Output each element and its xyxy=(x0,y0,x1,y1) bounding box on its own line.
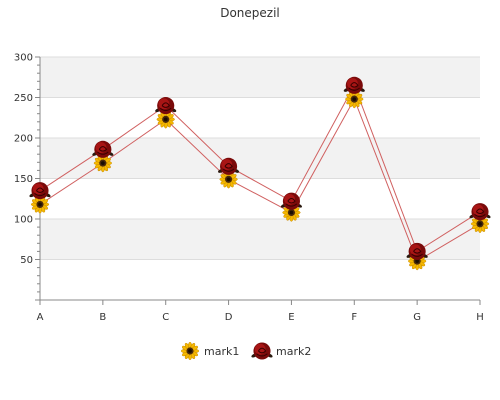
sunflower-icon xyxy=(30,195,50,214)
sunflower-icon xyxy=(470,214,490,233)
plot-background xyxy=(40,57,480,260)
data-point-mark2 xyxy=(29,182,51,200)
x-tick-label: E xyxy=(288,312,294,323)
series-markers xyxy=(29,76,491,271)
y-tick-label: 150 xyxy=(14,174,33,185)
x-tick-label: C xyxy=(162,312,169,323)
data-point-mark1 xyxy=(156,110,175,129)
legend-item-mark2: mark2 xyxy=(251,342,311,360)
grid-band xyxy=(40,57,480,98)
axes xyxy=(35,56,481,305)
rose-icon xyxy=(155,97,177,115)
y-tick-label: 50 xyxy=(20,255,33,266)
rose-icon xyxy=(92,140,114,158)
series-line-mark1 xyxy=(39,97,481,262)
data-point-mark2 xyxy=(217,157,240,175)
data-point-mark2 xyxy=(406,242,428,260)
tick-labels: 50 100 150 200 250 300 A B C D E F G H xyxy=(14,53,484,324)
data-point-mark2 xyxy=(343,76,365,94)
data-point-mark1 xyxy=(30,195,50,214)
grid-band xyxy=(40,219,480,260)
legend-item-mark1: mark1 xyxy=(180,341,239,361)
y-tick-label: 250 xyxy=(14,93,33,104)
x-tick-label: A xyxy=(37,312,44,323)
gridlines xyxy=(40,56,480,260)
rose-icon xyxy=(217,157,240,175)
legend: mark1 mark2 xyxy=(180,341,311,361)
series-lines xyxy=(39,84,481,262)
data-point-mark2 xyxy=(92,140,114,158)
sunflower-icon xyxy=(180,341,200,361)
x-tick-label: F xyxy=(351,312,357,323)
rose-icon xyxy=(343,76,365,94)
y-tick-label: 300 xyxy=(14,53,33,64)
y-tick-label: 100 xyxy=(14,215,33,226)
rose-icon xyxy=(251,342,273,360)
rose-icon xyxy=(406,242,428,260)
data-point-mark2 xyxy=(155,97,177,115)
rose-icon xyxy=(29,182,51,200)
series-line-mark2 xyxy=(39,84,481,253)
sunflower-icon xyxy=(156,110,175,129)
x-tick-label: B xyxy=(99,312,106,323)
legend-label: mark1 xyxy=(204,345,239,358)
data-point-mark1 xyxy=(470,214,490,233)
chart-title: Donepezil xyxy=(220,6,280,20)
rose-icon xyxy=(469,203,491,221)
grid-band xyxy=(40,138,480,179)
rose-icon xyxy=(280,192,303,210)
y-tick-label: 200 xyxy=(14,134,33,145)
data-point-mark2 xyxy=(280,192,303,210)
x-tick-label: D xyxy=(225,312,233,323)
x-tick-label: G xyxy=(413,312,421,323)
data-point-mark2 xyxy=(469,203,491,221)
x-tick-label: H xyxy=(476,312,484,323)
legend-label: mark2 xyxy=(276,345,311,358)
